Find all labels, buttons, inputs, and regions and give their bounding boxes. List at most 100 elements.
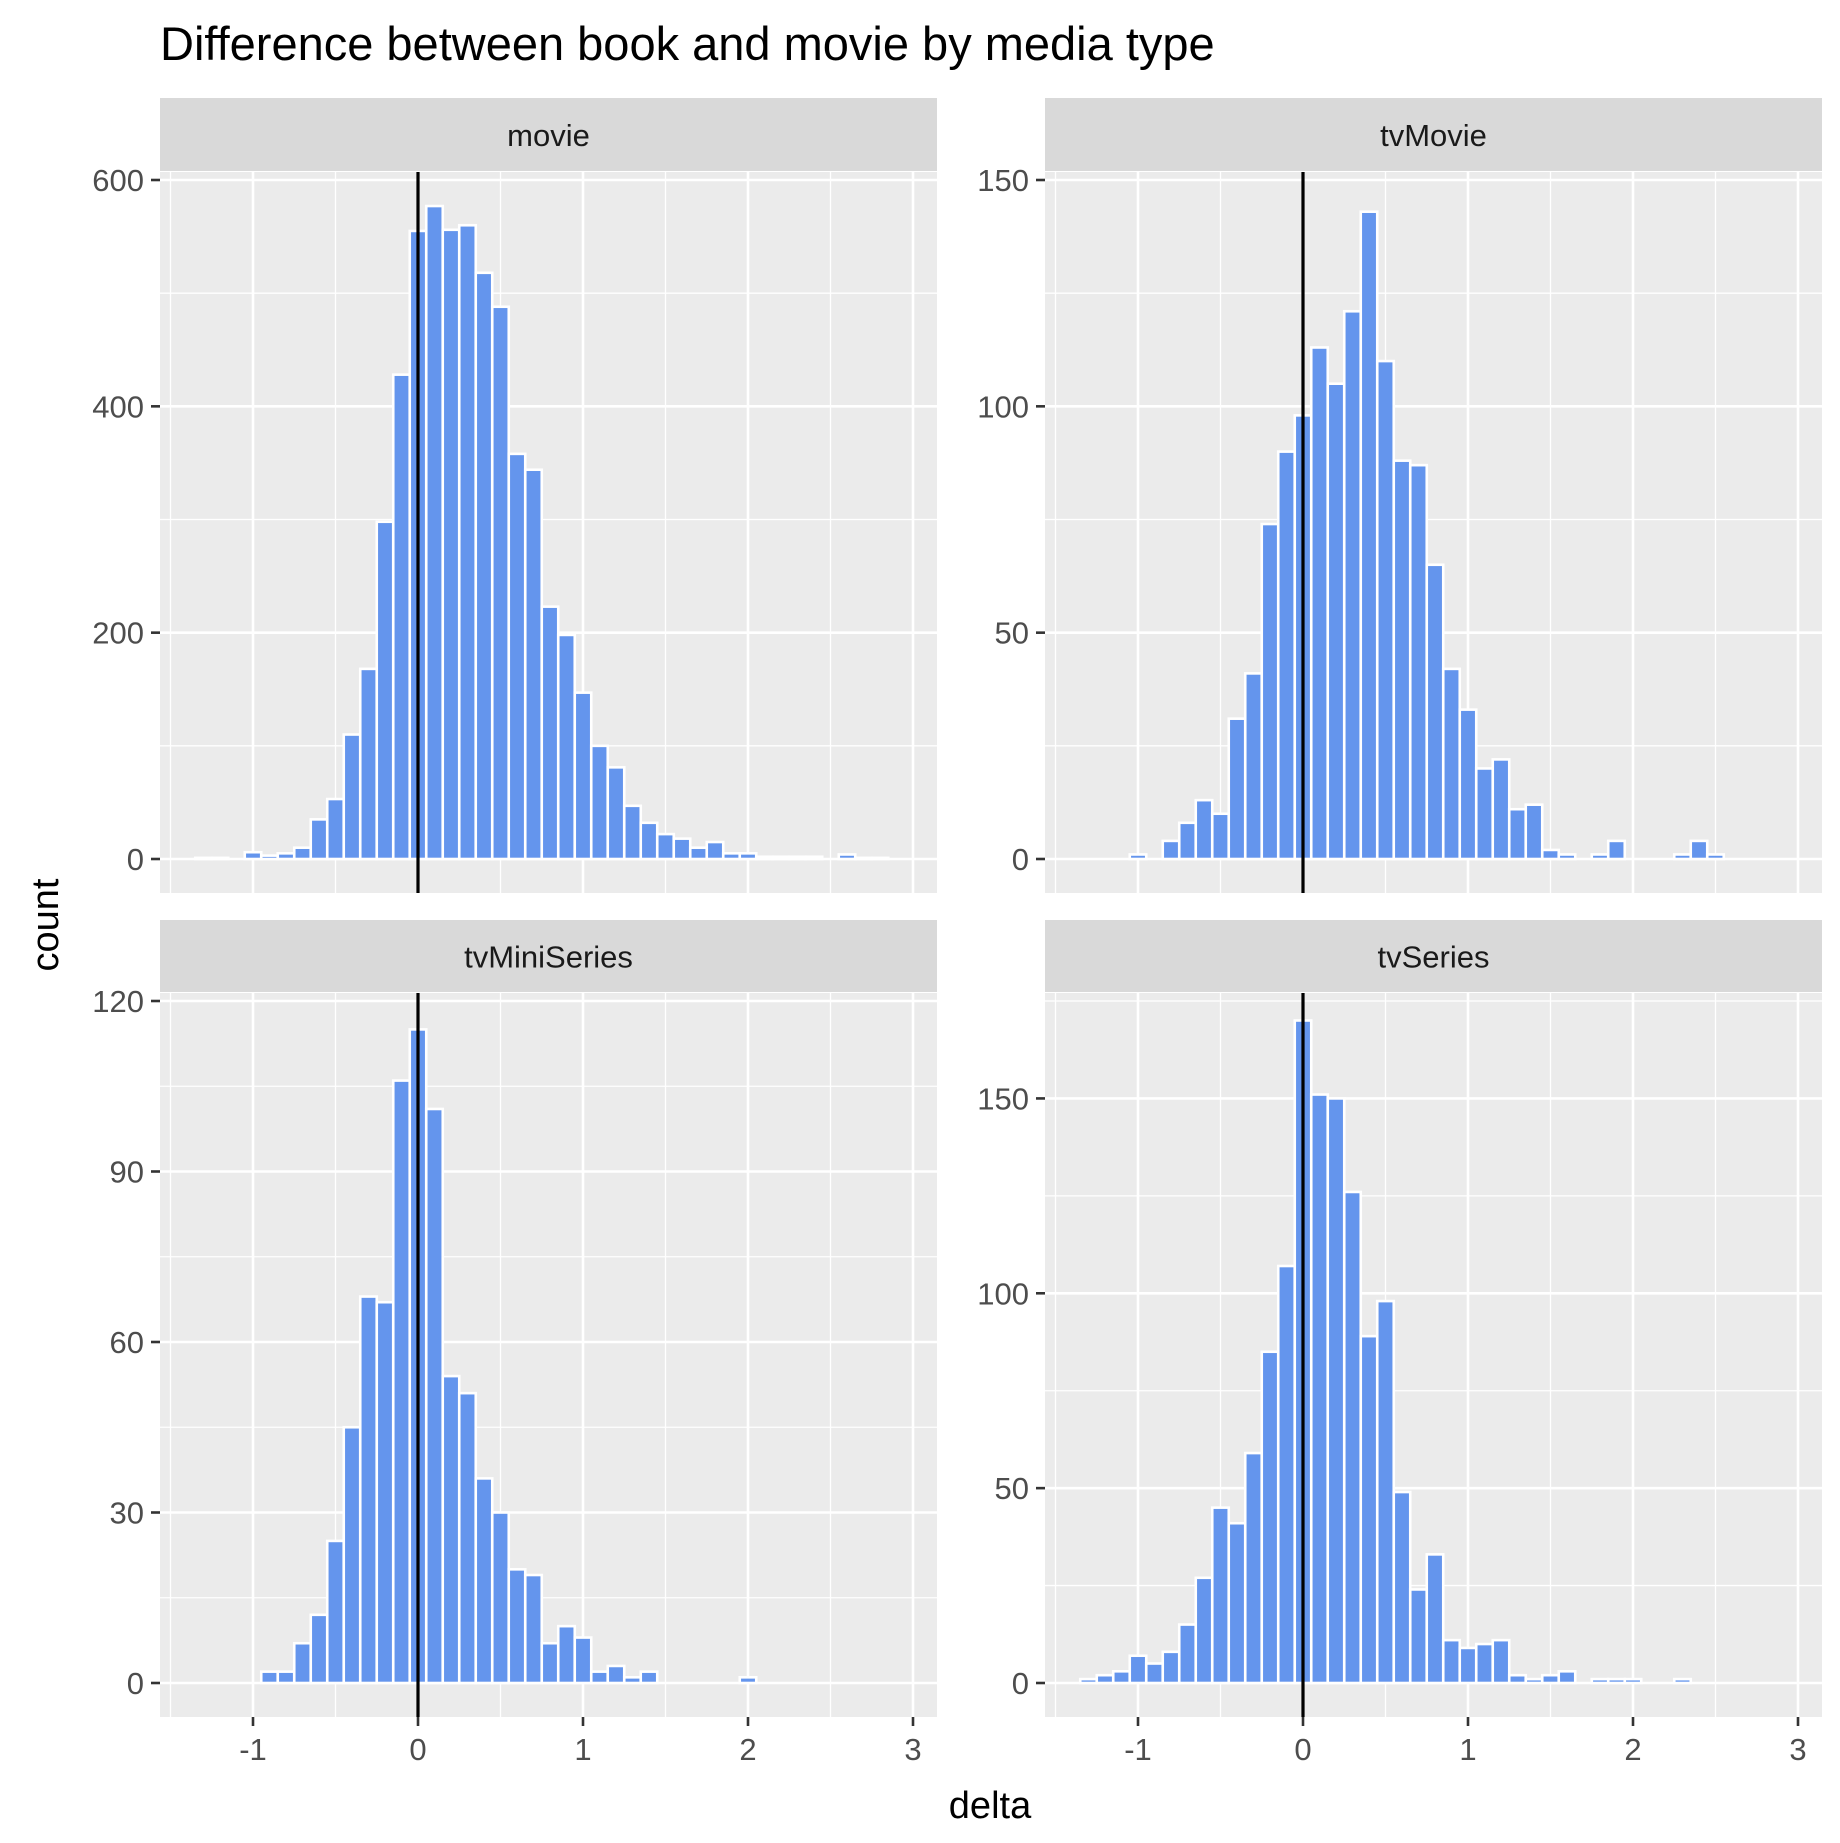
histogram-bar [540,605,560,861]
histogram-bar [1359,1334,1379,1685]
histogram-bar [358,667,379,861]
histogram-bar [1606,1677,1627,1685]
y-tick-label: 150 [977,1081,1029,1116]
histogram-bar [540,1641,560,1685]
histogram-bar [1227,717,1247,861]
y-tick-label: 30 [110,1496,144,1531]
y-tick-label: 150 [977,163,1029,198]
histogram-bar [1705,853,1726,861]
histogram-bar [1408,1588,1429,1685]
histogram-bar [391,373,412,861]
histogram-bar [1425,1553,1445,1685]
x-tick-label: 2 [739,1732,756,1767]
histogram-bar [655,832,676,861]
x-tick-label: -1 [239,1732,267,1767]
histogram-bar [1210,1506,1231,1685]
y-tick-label: 50 [995,1471,1029,1506]
y-tick-label: 200 [92,616,144,651]
histogram-bar [276,1670,296,1685]
histogram-bar [1144,1662,1165,1685]
panel-background [160,993,937,1717]
histogram-bar [259,1670,280,1685]
histogram-bar [292,846,313,861]
histogram-bar [1260,1350,1280,1685]
histogram-bar [688,846,709,861]
histogram-bar [474,1477,494,1685]
histogram-bar [771,855,791,861]
histogram-bar [1672,1677,1693,1685]
histogram-bar [1309,1093,1330,1685]
strip-background [160,920,937,992]
histogram-bar [358,1295,379,1685]
histogram-bar [309,818,329,861]
x-tick-label: 3 [904,1732,921,1767]
x-tick-label: 0 [409,1732,426,1767]
histogram-bar [474,271,494,861]
x-tick-label: 1 [574,1732,591,1767]
histogram-bar [1243,672,1264,861]
histogram-bar [1441,1638,1462,1685]
histogram-bar [1474,767,1495,861]
x-tick-label: 2 [1624,1732,1641,1767]
histogram-bar [193,856,214,861]
histogram-bar [375,1300,395,1685]
histogram-bar [639,821,659,861]
histogram-bar [259,854,280,861]
histogram-bar [1458,708,1478,861]
histogram-bar [1276,450,1297,861]
panel-tvSeries: tvSeries 0 50 100 150 -1 0 1 2 3 [977,920,1822,1767]
histogram-bar [1524,803,1544,861]
strip-label: tvMiniSeries [464,940,633,975]
histogram-bar [457,1391,478,1685]
histogram-bar [1491,758,1511,861]
histogram-bar [441,228,461,861]
histogram-bar [1161,1650,1181,1685]
histogram-bar [490,305,511,861]
histogram-bar [441,1374,461,1685]
panel-tvMiniSeries: tvMiniSeries 0 30 60 90 120 -1 0 1 2 3 [92,920,937,1767]
histogram-bar [1359,210,1379,861]
y-tick-label: 400 [92,389,144,424]
y-tick-label: 100 [977,1276,1029,1311]
histogram-bar [1672,853,1693,861]
histogram-bar [1227,1521,1247,1685]
histogram-bar [1392,459,1412,861]
histogram-bar [573,691,593,861]
histogram-bar [1606,839,1627,861]
histogram-bar [1078,1677,1099,1685]
histogram-bar [1128,1654,1148,1685]
histogram-bar [738,852,758,861]
histogram-bar [1474,1642,1495,1685]
histogram-bar [1243,1451,1264,1685]
histogram-bar [556,1624,577,1685]
y-tick-label: 600 [92,163,144,198]
chart-title: Difference between book and movie by med… [160,17,1215,70]
x-tick-label: 0 [1294,1732,1311,1767]
histogram-bar [1507,1673,1528,1685]
strip-background [160,98,937,171]
histogram-bar [837,853,857,861]
y-tick-label: 0 [1012,1666,1029,1701]
histogram-bar [391,1079,412,1685]
histogram-bar [754,855,775,861]
histogram-bar [342,1425,362,1685]
histogram-bar [1177,1623,1198,1685]
histogram-bar [804,855,824,861]
histogram-bar [1557,1670,1577,1685]
histogram-bar [424,204,445,861]
histogram-bar [1590,1677,1610,1685]
histogram-bar [424,1107,445,1685]
x-tick-label: 1 [1459,1732,1476,1767]
histogram-bar [672,837,692,861]
histogram-bar [1540,1673,1561,1685]
histogram-bar [1441,667,1462,861]
strip-label: tvSeries [1378,940,1490,975]
histogram-bar [490,1511,511,1685]
histogram-bar [622,1676,643,1685]
histogram-bar [210,856,230,861]
histogram-bar [721,852,742,861]
panels-layer: movie0200400600tvMovie050100150tvMiniSer… [92,98,1822,1767]
histogram-bar [325,797,346,861]
y-tick-label: 120 [92,984,144,1019]
y-axis-title: count [25,878,67,971]
